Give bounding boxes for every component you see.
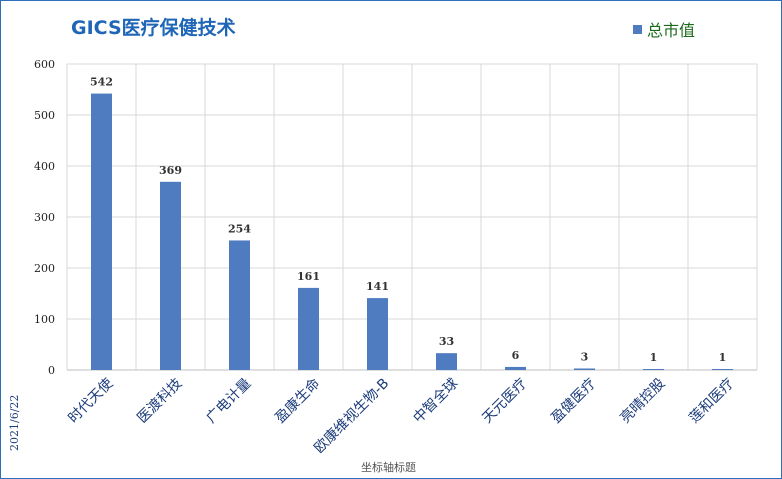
- data-label: 6: [512, 349, 520, 362]
- data-label: 161: [297, 270, 320, 283]
- y-tick-label: 400: [34, 160, 55, 173]
- bar-9: [643, 369, 664, 370]
- bar-1: [91, 93, 112, 370]
- category-label: 盈康生命: [272, 375, 324, 427]
- bar-2: [160, 181, 181, 370]
- x-axis-title: 坐标轴标题: [361, 461, 416, 474]
- data-label: 3: [581, 350, 589, 363]
- data-label: 542: [90, 76, 113, 89]
- data-label: 1: [650, 351, 658, 364]
- category-label: 亮晴控股: [617, 375, 669, 427]
- category-label: 医渡科技: [134, 376, 185, 427]
- chart-title: GICS医疗保健技术: [71, 17, 236, 39]
- category-label: 莲和医疗: [686, 376, 737, 427]
- date-label: 2021/6/22: [8, 394, 21, 451]
- y-tick-label: 300: [34, 211, 55, 224]
- category-label: 天元医疗: [479, 376, 530, 427]
- y-tick-label: 500: [34, 109, 55, 122]
- category-label: 广电计量: [203, 376, 254, 427]
- bar-4: [298, 287, 319, 370]
- data-label: 254: [228, 222, 251, 235]
- category-label: 时代天使: [65, 375, 117, 427]
- data-label: 369: [159, 164, 182, 177]
- y-tick-label: 600: [34, 58, 55, 71]
- legend: 总市值: [633, 17, 695, 41]
- legend-swatch: [633, 24, 642, 34]
- data-label: 1: [719, 351, 727, 364]
- category-label: 中智全球: [410, 375, 462, 427]
- y-tick-label: 0: [48, 364, 55, 377]
- bar-5: [367, 298, 388, 370]
- bar-10: [712, 369, 733, 370]
- bar-7: [505, 366, 526, 370]
- data-label: 141: [366, 280, 389, 293]
- y-tick-label: 200: [34, 262, 55, 275]
- bar-6: [436, 353, 457, 370]
- bar-8: [574, 368, 595, 370]
- data-label: 33: [439, 335, 454, 348]
- bar-3: [229, 240, 250, 370]
- y-tick-label: 100: [34, 313, 55, 326]
- legend-label: 总市值: [647, 21, 696, 40]
- category-label: 盈健医疗: [548, 376, 599, 427]
